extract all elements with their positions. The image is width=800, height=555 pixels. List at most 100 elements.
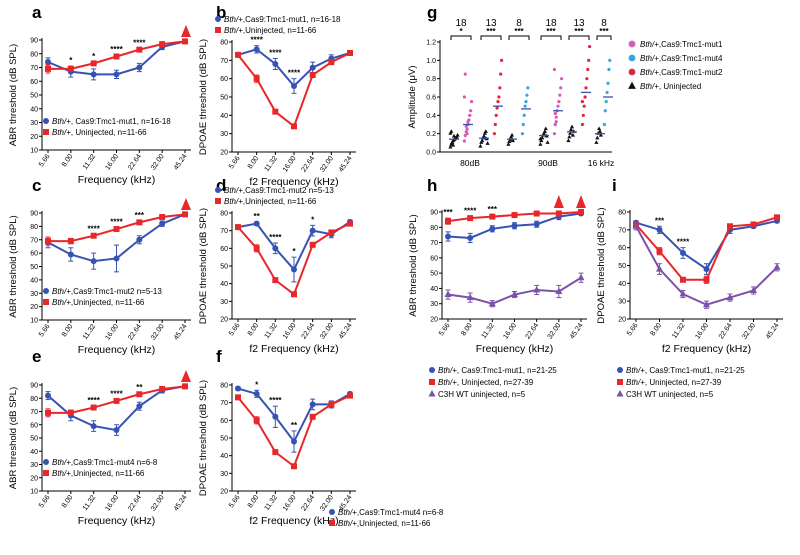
data-point (272, 277, 279, 284)
x-tick-label: 22.64 (127, 494, 143, 512)
data-point (328, 59, 335, 66)
data-point (466, 293, 474, 301)
panel-label: a (32, 3, 42, 22)
data-point (291, 463, 297, 470)
legend-label: Bth/+,Cas9:Tmc1-mut1 (640, 40, 723, 49)
x-tick-label: 5.66 (228, 494, 242, 509)
significance-bracket (596, 35, 612, 40)
y-tick-label: 60 (30, 79, 38, 86)
legend-label: Bth/+, Uninjected, n=11-66 (52, 128, 147, 137)
y-tick-label: 20 (618, 317, 626, 324)
scatter-point (584, 86, 588, 90)
y-tick-label: 60 (30, 422, 38, 429)
scatter-point (523, 104, 527, 108)
scatter-point (545, 140, 550, 144)
scatter-point (465, 127, 469, 131)
x-tick-label: 45.24 (173, 494, 189, 512)
significance-marker: * (69, 56, 73, 65)
data-point (182, 383, 188, 390)
x-tick-label: 5.66 (228, 322, 242, 337)
scatter-column (552, 67, 564, 136)
x-tick-label: 5.66 (38, 323, 52, 338)
y-tick-label: 50 (618, 263, 626, 270)
sample-count: 13 (485, 18, 497, 29)
x-tick-label: 22.64 (525, 322, 541, 340)
y-tick-label: 30 (220, 299, 228, 306)
data-point (272, 449, 279, 456)
scatter-point (463, 72, 467, 76)
x-tick-label: 5.66 (38, 494, 52, 509)
legend-label: Bth/+,Cas9:Tmc1-mut4 n=6-8 (52, 458, 158, 467)
legend-marker (628, 81, 636, 89)
legend: Bth/+,Cas9:Tmc1-mut2 n=5-13 Bth/+,Uninjec… (215, 186, 334, 206)
y-tick-label: 80 (430, 225, 438, 232)
scatter-point (522, 113, 526, 117)
data-point (90, 60, 97, 67)
data-point (159, 41, 166, 48)
significance-marker: **** (110, 218, 123, 227)
data-point (533, 210, 540, 217)
y-tick-label: 50 (30, 436, 38, 443)
scatter-point (588, 44, 592, 49)
panel-b: b 20 30 40 50 60 70 80 5.66 8.00 11.32 16.00 22.64 32… (198, 3, 356, 188)
scatter-point (498, 86, 502, 90)
y-tick-label: 20 (430, 317, 438, 324)
scatter-column (462, 72, 474, 143)
legend-marker (43, 299, 49, 305)
y-axis-label: DPOAE threshold (dB SPL) (198, 208, 209, 324)
x-axis-label: f2 Frequency (kHz) (662, 343, 751, 355)
scatter-point (582, 104, 586, 108)
group-label: 80dB (460, 158, 480, 168)
y-tick-label: 10 (30, 318, 38, 325)
y-tick-label: 40 (30, 277, 38, 284)
panel-label: g (427, 3, 437, 22)
data-point (703, 266, 710, 273)
y-tick-label: 0.4 (426, 113, 436, 120)
significance-marker: *** (486, 27, 496, 36)
legend-marker (43, 129, 49, 135)
data-point (656, 265, 663, 272)
scatter-point (553, 122, 557, 127)
legend-marker (429, 367, 435, 373)
data-point (113, 71, 120, 78)
legend: Bth/+,Cas9:Tmc1-mut4 n=6-8 Bth/+,Uninject… (329, 508, 444, 528)
data-point (467, 234, 474, 241)
data-point (159, 214, 166, 221)
data-point (67, 238, 74, 245)
group-label: 90dB (538, 158, 558, 168)
scatter-column (594, 126, 605, 144)
y-tick-label: 70 (220, 400, 228, 407)
x-tick-label: 32.00 (150, 153, 166, 171)
significance-marker: ** (136, 383, 143, 392)
significance-marker: **** (133, 38, 146, 47)
data-point (67, 251, 74, 258)
scatter-point (492, 132, 496, 136)
scatter-point (510, 138, 515, 143)
x-tick-label: 11.32 (480, 322, 496, 340)
group-label: 16 kHz (588, 158, 614, 168)
significance-bracket (508, 35, 530, 40)
y-tick-label: 60 (220, 246, 228, 253)
significance-marker: **** (464, 207, 477, 216)
scatter-point (462, 139, 466, 143)
significance-marker: * (255, 380, 259, 389)
data-point (347, 392, 353, 399)
y-tick-label: 0.8 (426, 76, 436, 83)
panel-label: h (427, 176, 437, 195)
x-tick-label: 8.00 (650, 322, 664, 337)
panel-a: a 10 20 30 40 50 60 70 80 90 5.66 8.00 11.32 16.00 22.… (8, 3, 191, 186)
data-point (136, 391, 143, 398)
y-tick-label: 30 (30, 462, 38, 469)
series-2 (45, 38, 188, 74)
y-tick-label: 50 (220, 264, 228, 271)
data-point (182, 211, 188, 218)
panel-h: h 20 30 40 50 60 70 80 90 5.66 8.00 11.32 16.00 22.64… (408, 176, 587, 399)
x-tick-label: 8.00 (61, 323, 75, 338)
significance-bracket (480, 35, 502, 40)
off-scale-arrow (181, 25, 191, 37)
legend-label: Bth/+, Uninjected, n=27-39 (438, 378, 534, 387)
data-point (309, 227, 316, 234)
legend-marker (628, 54, 636, 62)
scatter-point (553, 111, 557, 116)
y-tick-label: 70 (30, 237, 38, 244)
